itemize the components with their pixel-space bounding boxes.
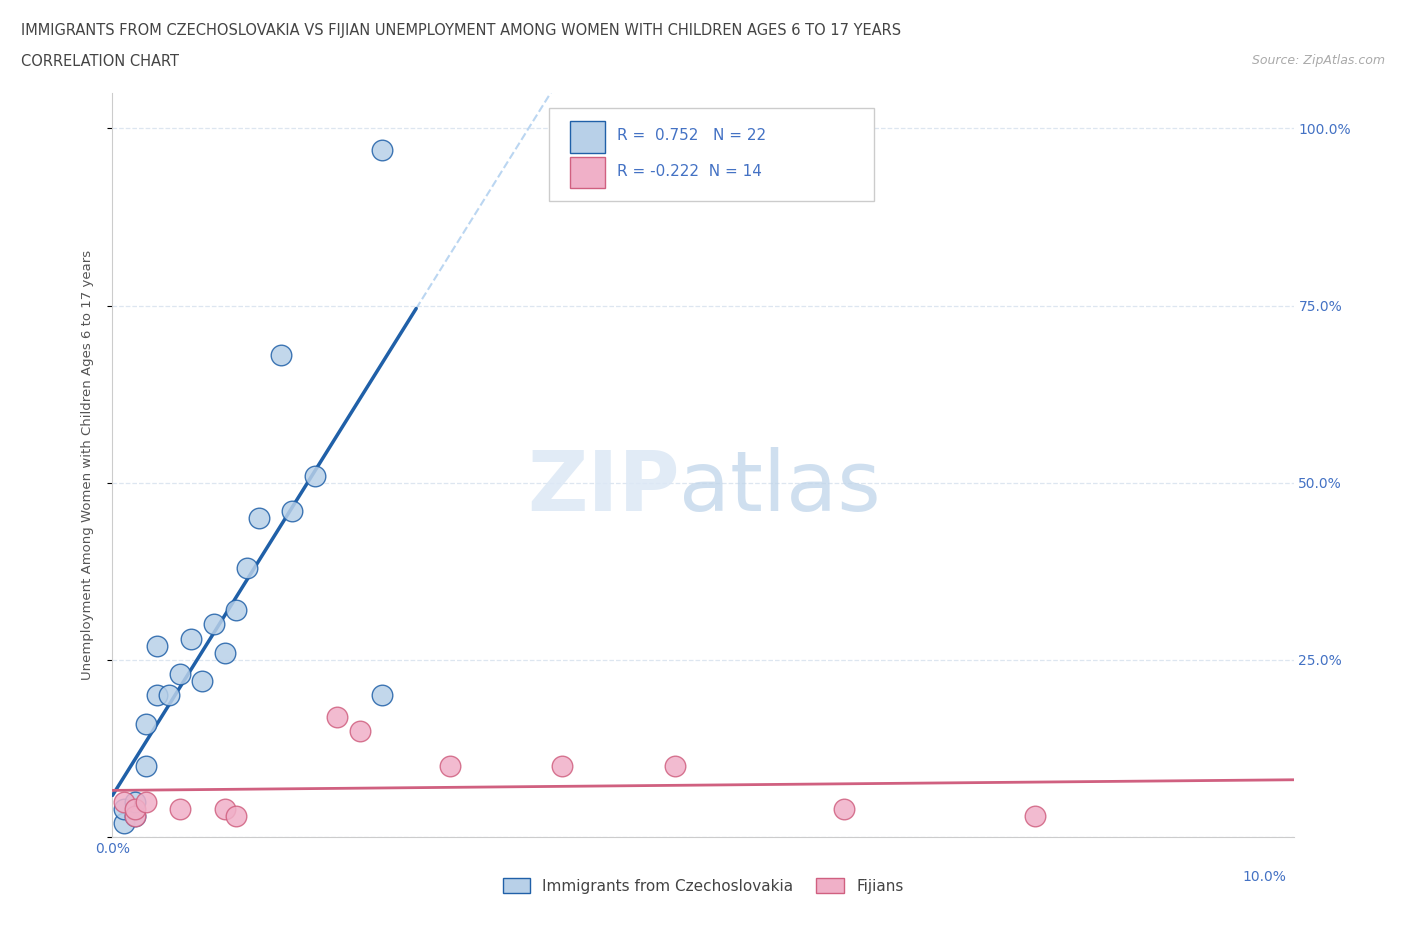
Point: [146, 638, 169, 653]
Text: R =  0.752   N = 22: R = 0.752 N = 22: [617, 128, 766, 143]
Point: [551, 759, 574, 774]
FancyBboxPatch shape: [550, 108, 875, 201]
Point: [112, 802, 135, 817]
Point: [124, 808, 146, 823]
Point: [135, 716, 157, 731]
Bar: [569, 157, 605, 188]
Text: CORRELATION CHART: CORRELATION CHART: [21, 54, 179, 69]
Point: [124, 802, 146, 817]
Bar: [569, 121, 605, 153]
Point: [225, 808, 247, 823]
Point: [135, 794, 157, 809]
Point: [281, 504, 304, 519]
Y-axis label: Unemployment Among Women with Children Ages 6 to 17 years: Unemployment Among Women with Children A…: [82, 250, 94, 680]
Point: [270, 348, 292, 363]
Point: [349, 724, 371, 738]
Point: [202, 617, 225, 631]
Point: [236, 560, 259, 575]
Point: [247, 511, 270, 525]
Point: [124, 794, 146, 809]
Point: [225, 603, 247, 618]
Point: [832, 802, 855, 817]
Point: [326, 709, 349, 724]
Point: [191, 673, 214, 688]
Text: 10.0%: 10.0%: [1243, 870, 1286, 884]
Point: [169, 802, 191, 817]
Text: ZIP: ZIP: [527, 446, 679, 528]
Point: [664, 759, 686, 774]
Point: [146, 688, 169, 703]
Text: IMMIGRANTS FROM CZECHOSLOVAKIA VS FIJIAN UNEMPLOYMENT AMONG WOMEN WITH CHILDREN : IMMIGRANTS FROM CZECHOSLOVAKIA VS FIJIAN…: [21, 23, 901, 38]
Point: [124, 808, 146, 823]
Point: [112, 816, 135, 830]
Point: [371, 142, 394, 157]
Point: [157, 688, 180, 703]
Point: [214, 802, 236, 817]
Point: [214, 645, 236, 660]
Text: Source: ZipAtlas.com: Source: ZipAtlas.com: [1251, 54, 1385, 67]
Point: [439, 759, 461, 774]
Point: [371, 688, 394, 703]
Point: [169, 667, 191, 682]
Point: [304, 468, 326, 483]
Text: atlas: atlas: [679, 446, 882, 528]
Text: R = -0.222  N = 14: R = -0.222 N = 14: [617, 164, 762, 179]
Point: [112, 794, 135, 809]
Point: [135, 759, 157, 774]
Point: [180, 631, 202, 646]
Point: [1024, 808, 1046, 823]
Legend: Immigrants from Czechoslovakia, Fijians: Immigrants from Czechoslovakia, Fijians: [496, 872, 910, 900]
